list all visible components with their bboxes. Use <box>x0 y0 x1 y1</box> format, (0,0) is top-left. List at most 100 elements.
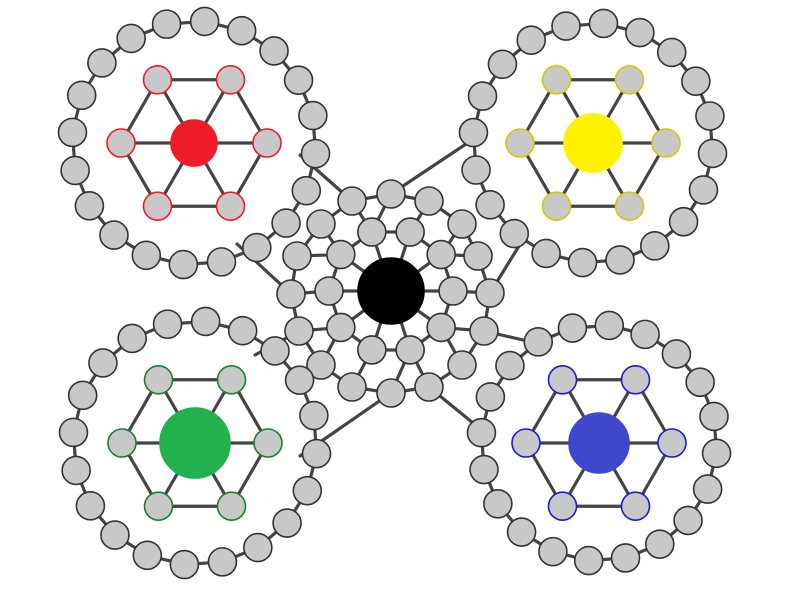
blue-inner-node <box>547 364 578 395</box>
yellow-hub-node <box>563 113 623 173</box>
red-outer-node <box>151 9 182 39</box>
blue-inner-node <box>657 428 687 458</box>
yellow-outer-node <box>588 8 619 39</box>
yellow-outer-node <box>531 238 561 269</box>
red-inner-node <box>252 128 282 158</box>
center-inner-node <box>426 312 456 343</box>
red-outer-node <box>131 240 162 271</box>
red-outer-node <box>242 232 272 263</box>
yellow-outer-node <box>640 231 670 261</box>
green-outer-node <box>61 455 91 486</box>
red-outer-node <box>189 6 220 37</box>
blue-outer-node <box>661 339 692 369</box>
yellow-inner-node <box>651 128 681 158</box>
green-outer-node <box>284 365 315 395</box>
blue-outer-node <box>644 529 675 559</box>
green-outer-node <box>58 417 89 448</box>
green-outer-node <box>260 336 290 366</box>
center-inner-node <box>395 217 425 247</box>
green-outer-node <box>301 438 332 469</box>
center-inner-node <box>357 217 387 247</box>
center-outer-node <box>337 372 367 402</box>
yellow-outer-node <box>656 37 687 68</box>
red-inner-node <box>142 191 173 222</box>
red-outer-node <box>298 100 328 131</box>
blue-outer-node <box>557 313 588 343</box>
yellow-inner-node <box>541 64 572 95</box>
red-outer-node <box>271 208 301 238</box>
center-inner-node <box>395 335 425 365</box>
yellow-outer-node <box>461 155 491 185</box>
blue-outer-node <box>630 319 660 350</box>
blue-inner-node <box>620 364 651 395</box>
center-outer-node <box>463 241 493 271</box>
green-outer-node <box>88 348 118 378</box>
blue-outer-node <box>699 401 729 432</box>
yellow-outer-node <box>567 247 598 278</box>
green-outer-node <box>299 400 329 431</box>
blue-outer-node <box>685 367 715 398</box>
center-inner-node <box>326 312 356 343</box>
green-inner-node <box>107 428 137 458</box>
center-outer-node <box>337 186 367 216</box>
yellow-outer-node <box>695 101 725 131</box>
red-inner-node <box>142 64 173 95</box>
center-inner-node <box>426 239 456 270</box>
blue-outer-node <box>483 488 513 519</box>
yellow-outer-node <box>458 117 489 148</box>
blue-outer-node <box>594 310 625 341</box>
red-outer-node <box>259 36 289 66</box>
red-outer-node <box>60 155 90 186</box>
blue-inner-node <box>620 491 651 522</box>
red-outer-node <box>226 15 257 46</box>
red-inner-node <box>215 191 246 222</box>
blue-outer-node <box>506 517 537 547</box>
green-outer-node <box>132 540 163 571</box>
yellow-outer-node <box>551 11 581 41</box>
blue-outer-node <box>573 545 604 576</box>
blue-hub-node <box>568 412 630 474</box>
center-inner-node <box>326 239 356 270</box>
center-outer-node <box>414 372 444 402</box>
center-outer-node <box>414 186 444 216</box>
blue-outer-node <box>701 438 732 469</box>
green-outer-node <box>152 309 183 339</box>
red-outer-node <box>74 191 105 221</box>
red-inner-node <box>106 128 136 158</box>
center-outer-node <box>376 179 406 209</box>
green-outer-node <box>272 508 302 538</box>
yellow-outer-node <box>487 49 518 80</box>
center-hub-node <box>357 257 425 325</box>
green-inner-node <box>143 364 174 395</box>
yellow-outer-node <box>697 138 728 169</box>
blue-outer-node <box>475 382 506 412</box>
node-layer <box>57 6 732 580</box>
red-hub-node <box>170 119 218 167</box>
blue-outer-node <box>538 536 568 567</box>
yellow-outer-node <box>625 17 655 48</box>
green-outer-node <box>190 306 221 337</box>
yellow-inner-node <box>505 128 535 158</box>
green-outer-node <box>169 549 200 580</box>
center-outer-node <box>306 209 336 239</box>
green-outer-node <box>67 380 98 411</box>
green-outer-node <box>292 475 323 506</box>
center-outer-node <box>276 279 306 309</box>
green-inner-node <box>216 364 247 395</box>
green-outer-node <box>227 315 258 346</box>
blue-outer-node <box>466 417 497 448</box>
yellow-inner-node <box>614 191 645 222</box>
center-outer-node <box>282 241 312 271</box>
yellow-inner-node <box>614 64 645 95</box>
center-inner-node <box>314 276 344 306</box>
red-outer-node <box>300 138 331 169</box>
yellow-outer-node <box>688 175 719 205</box>
green-inner-node <box>216 491 247 522</box>
blue-inner-node <box>547 491 578 522</box>
red-outer-node <box>99 220 129 250</box>
center-outer-node <box>447 350 477 380</box>
blue-outer-node <box>495 350 525 381</box>
center-outer-node <box>447 209 477 239</box>
red-outer-node <box>283 65 314 95</box>
green-outer-node <box>243 532 273 563</box>
